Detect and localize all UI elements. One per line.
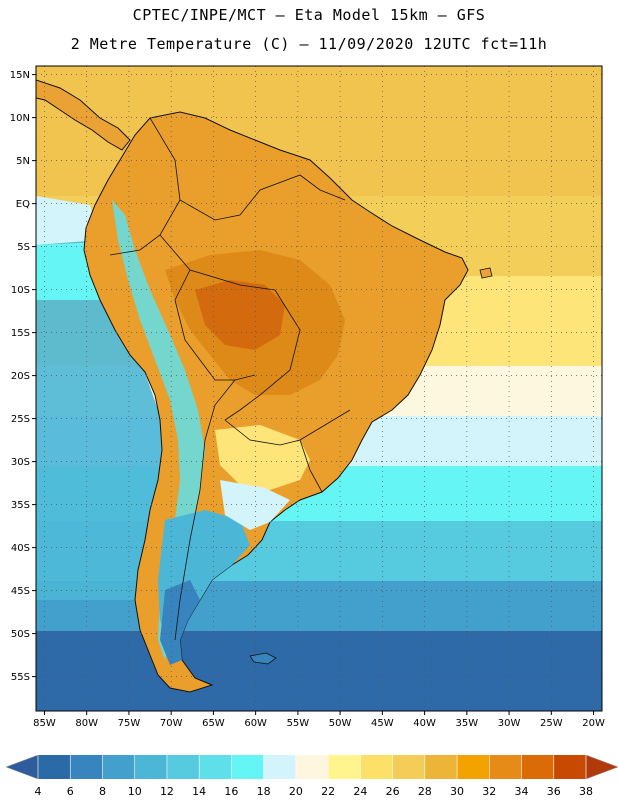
colorbar-label: 26 [386, 785, 400, 798]
colorbar-swatch [70, 755, 103, 779]
colorbar-below-arrow [5, 754, 39, 780]
pampas-cool [220, 480, 290, 530]
colorbar-swatch [457, 755, 490, 779]
colorbar-label: 28 [418, 785, 432, 798]
latitude-tick-label: 35S [11, 500, 30, 511]
longitude-tick-label: 65W [202, 718, 225, 729]
patagonia-cold [160, 580, 200, 665]
pacific-cool-water [36, 230, 165, 600]
colorbar-swatch [166, 755, 200, 779]
falkland-islands [249, 652, 277, 665]
colorbar-swatch [134, 755, 168, 779]
latitude-tick-label: 10N [10, 113, 30, 124]
colorbar-swatch [199, 755, 232, 779]
latitude-tick-label: 5N [16, 156, 30, 167]
longitude-tick-label: 80W [75, 718, 98, 729]
latitude-tick-label: 55S [11, 672, 30, 683]
longitude-tick-label: 60W [244, 718, 267, 729]
map-title-line-2: 2 Metre Temperature (C) – 11/09/2020 12U… [70, 35, 548, 53]
latitude-axis: 15N 10N 5N EQ 5S 10S 15S 20S 25S 30S 35S 40S 45S 50S 5… [10, 70, 36, 683]
colorbar-label: 6 [67, 785, 74, 798]
colorbar-swatch [328, 755, 361, 779]
latitude-tick-label: 5S [17, 242, 30, 253]
longitude-tick-label: 50W [329, 718, 352, 729]
colorbar-swatch [102, 755, 136, 779]
colorbar-label: 10 [128, 785, 142, 798]
latitude-tick-label: 20S [11, 371, 30, 382]
longitude-tick-label: 45W [371, 718, 394, 729]
latitude-tick-label: 30S [11, 457, 30, 468]
longitude-tick-label: 30W [498, 718, 521, 729]
colorbar-swatch [521, 755, 555, 779]
colorbar-label: 34 [515, 785, 529, 798]
latitude-tick-label: EQ [16, 199, 30, 210]
colorbar-swatch [38, 755, 71, 779]
hottest-core [195, 280, 285, 350]
colorbar-label: 12 [160, 785, 174, 798]
map-title-line-1: CPTEC/INPE/MCT – Eta Model 15km – GFS [132, 6, 486, 24]
colorbar-swatch [295, 755, 329, 779]
colorbar-swatch [489, 755, 523, 779]
southern-cone-mild [215, 425, 310, 490]
colorbar-label: 24 [353, 785, 367, 798]
colorbar-label: 20 [289, 785, 303, 798]
latitude-tick-label: 45S [11, 586, 30, 597]
longitude-tick-label: 40W [413, 718, 436, 729]
colorbar-label: 32 [482, 785, 496, 798]
latitude-tick-label: 10S [11, 285, 30, 296]
latitude-tick-label: 25S [11, 414, 30, 425]
pacific-mild-water [36, 196, 100, 245]
colorbar-swatch [263, 755, 297, 779]
latitude-tick-label: 15N [10, 70, 30, 81]
latitude-tick-label: 50S [11, 629, 30, 640]
map-frame-border [35, 65, 603, 712]
colorbar-label: 14 [192, 785, 206, 798]
map-plot-area [36, 66, 602, 711]
ocean-band [36, 631, 602, 711]
longitude-tick-label: 35W [456, 718, 479, 729]
colorbar-label: 18 [257, 785, 271, 798]
colorbar-label: 4 [35, 785, 42, 798]
longitude-tick-label: 75W [118, 718, 141, 729]
longitude-tick-label: 25W [540, 718, 563, 729]
longitude-tick-label: 55W [287, 718, 310, 729]
colorbar-label: 16 [224, 785, 238, 798]
colorbar-swatch [231, 755, 265, 779]
colorbar-swatch [392, 755, 426, 779]
colorbar-label: 8 [99, 785, 106, 798]
colorbar-swatch [424, 755, 458, 779]
temperature-colorbar: 4 6 8 10 12 14 16 18 20 22 24 26 28 30 32 34 36 38 [5, 754, 618, 798]
colorbar-label: 30 [450, 785, 464, 798]
latitude-tick-label: 40S [11, 543, 30, 554]
colorbar-label: 22 [321, 785, 335, 798]
colorbar-swatch [360, 755, 394, 779]
colorbar-above-arrow [585, 754, 618, 780]
colorbar-label: 38 [579, 785, 593, 798]
longitude-tick-label: 85W [33, 718, 56, 729]
colorbar-label: 36 [547, 785, 561, 798]
longitude-tick-label: 20W [582, 718, 605, 729]
central-america-landmass [36, 79, 131, 151]
country-borders [109, 117, 351, 641]
latitude-tick-label: 15S [11, 328, 30, 339]
colorbar-swatch [553, 755, 587, 779]
caribbean-island [479, 267, 493, 279]
longitude-tick-label: 70W [160, 718, 183, 729]
longitude-axis: 85W 80W 75W 70W 65W 60W 55W 50W 45W 40W 35W 30W 25W 2… [33, 711, 605, 729]
